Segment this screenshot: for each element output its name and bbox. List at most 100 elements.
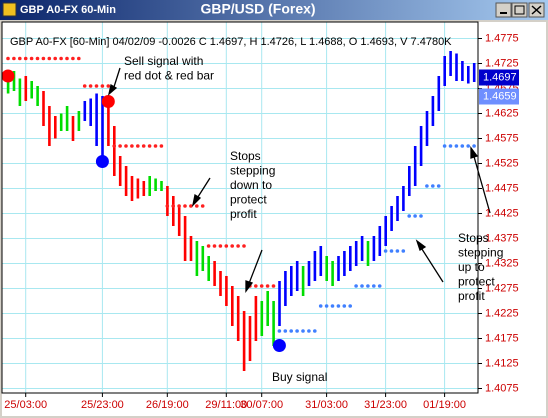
stop-dot bbox=[18, 56, 22, 61]
stop-dot bbox=[372, 284, 376, 288]
stop-dot bbox=[82, 84, 87, 88]
annotation: stepping bbox=[230, 164, 275, 178]
stop-dot bbox=[71, 56, 75, 61]
price-bar bbox=[331, 261, 334, 286]
price-bar bbox=[325, 256, 328, 281]
price-bar bbox=[89, 98, 92, 126]
price-bar bbox=[449, 51, 452, 76]
price-bar bbox=[396, 196, 399, 221]
price-bar bbox=[295, 261, 299, 291]
stop-dot bbox=[130, 144, 134, 148]
y-tick-label: 1.4125 bbox=[485, 357, 519, 369]
y-tick-label: 1.4225 bbox=[485, 307, 519, 319]
stop-dot bbox=[206, 244, 211, 248]
price-bar bbox=[136, 178, 140, 199]
stop-dot bbox=[448, 144, 453, 148]
price-bar bbox=[467, 66, 470, 84]
price-bar bbox=[160, 181, 163, 191]
stop-dot bbox=[218, 244, 223, 248]
annotation: Stops bbox=[230, 149, 261, 163]
y-tick-label: 1.4275 bbox=[485, 282, 519, 294]
price-bar bbox=[384, 216, 387, 246]
price-bar bbox=[242, 311, 246, 371]
minimize-button[interactable] bbox=[495, 2, 512, 18]
chart-header: GBP A0-FX [60-Min] 04/02/09 -0.0026 C 1.… bbox=[10, 36, 452, 48]
price-tag bbox=[479, 69, 519, 86]
price-tag-label: 1.4697 bbox=[483, 71, 517, 83]
price-bar bbox=[183, 216, 187, 261]
price-bar bbox=[107, 103, 110, 146]
y-tick-label: 1.4475 bbox=[485, 182, 519, 194]
price-bar bbox=[172, 196, 175, 226]
arrows bbox=[107, 67, 491, 293]
price-bar bbox=[413, 146, 417, 186]
price-bar bbox=[301, 266, 305, 296]
price-bar bbox=[42, 91, 45, 126]
price-bar bbox=[48, 106, 51, 146]
stop-dot bbox=[100, 84, 105, 88]
x-tick-label: 26/19:00 bbox=[146, 399, 189, 411]
price-bar bbox=[71, 116, 75, 141]
price-bar bbox=[213, 261, 216, 286]
stop-dot bbox=[159, 144, 164, 148]
stop-dot bbox=[259, 284, 264, 288]
price-bar bbox=[313, 251, 317, 281]
price-bar bbox=[319, 246, 323, 276]
price-bar bbox=[225, 276, 228, 306]
stop-dot bbox=[454, 144, 459, 148]
stop-dot bbox=[395, 249, 400, 253]
annotation: Stops bbox=[458, 231, 489, 245]
stop-dot bbox=[195, 204, 199, 208]
price-bar bbox=[284, 271, 287, 306]
stop-dot bbox=[147, 144, 152, 148]
price-bar bbox=[12, 71, 16, 91]
annotation: protect bbox=[230, 193, 267, 207]
stop-dot bbox=[301, 329, 305, 333]
price-bar bbox=[290, 266, 293, 296]
price-bar bbox=[195, 241, 199, 276]
annotation: down to bbox=[230, 178, 272, 192]
y-tick-label: 1.4625 bbox=[485, 107, 519, 119]
stop-dot bbox=[313, 329, 317, 333]
maximize-button[interactable] bbox=[511, 2, 528, 18]
stop-dot bbox=[271, 284, 276, 288]
price-bar bbox=[142, 181, 146, 196]
stop-dot bbox=[189, 204, 193, 208]
arrow bbox=[247, 249, 263, 287]
stop-dot bbox=[289, 329, 294, 333]
price-bar bbox=[372, 236, 376, 261]
window-title: GBP A0-FX 60-Min bbox=[20, 4, 116, 16]
stop-dot bbox=[442, 144, 447, 148]
price-bar bbox=[272, 301, 275, 346]
y-tick-label: 1.4375 bbox=[485, 232, 519, 244]
annotation: Buy signal bbox=[272, 370, 327, 384]
window-heading: GBP/USD (Forex) bbox=[200, 1, 315, 17]
stop-dot bbox=[401, 249, 406, 253]
signal-dot bbox=[272, 339, 286, 352]
y-tick-label: 1.4075 bbox=[485, 382, 519, 394]
price-bar bbox=[231, 286, 234, 326]
maximize-icon bbox=[514, 5, 525, 15]
stop-dot bbox=[141, 144, 146, 148]
stop-dot bbox=[324, 304, 329, 308]
stop-dot bbox=[425, 184, 429, 188]
price-bar bbox=[30, 81, 33, 99]
price-bar bbox=[443, 56, 446, 86]
stop-dot bbox=[136, 144, 140, 148]
stop-dot bbox=[460, 144, 465, 148]
stop-dot bbox=[200, 204, 205, 208]
stop-dot bbox=[212, 244, 217, 248]
price-bar bbox=[36, 86, 39, 106]
y-tick-label: 1.4175 bbox=[485, 332, 519, 344]
arrow-head bbox=[415, 239, 427, 251]
price-bar bbox=[278, 281, 281, 326]
stop-dot bbox=[265, 284, 270, 288]
stop-dot bbox=[254, 284, 258, 288]
annotation: Sell signal with bbox=[124, 54, 203, 68]
price-bar bbox=[337, 256, 340, 281]
stop-dot bbox=[53, 56, 57, 61]
window-buttons[interactable] bbox=[495, 2, 545, 18]
annotation: up to bbox=[458, 260, 485, 274]
stop-dot bbox=[88, 84, 93, 88]
price-bar bbox=[118, 156, 122, 186]
